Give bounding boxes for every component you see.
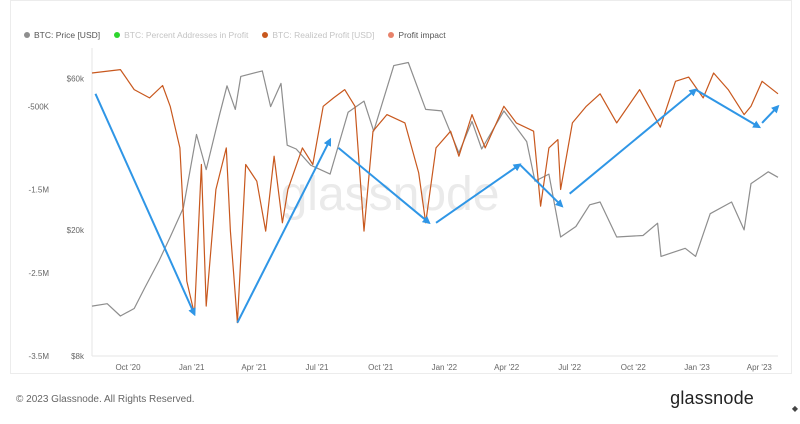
legend-swatch-btc-price — [24, 32, 30, 38]
x-tick-label: Jul '22 — [558, 363, 581, 372]
trend-arrow — [569, 88, 698, 195]
legend-item-profit-impact[interactable]: Profit impact — [388, 30, 446, 40]
legend-swatch-profit-impact — [388, 32, 395, 38]
chart-card — [10, 0, 792, 374]
legend-item-percent-addresses-profit[interactable]: BTC: Percent Addresses in Profit — [114, 30, 248, 40]
left-axis-ticks: -500K -1.5M -2.5M -3.5M — [28, 102, 50, 361]
legend-item-realized-profit[interactable]: BTC: Realized Profit [USD] — [262, 30, 374, 40]
trend-arrow — [337, 147, 431, 225]
annotation-arrows — [94, 88, 780, 324]
legend-label-profit-impact: Profit impact — [398, 30, 446, 40]
legend-label-btc-price: BTC: Price [USD] — [34, 30, 101, 40]
x-tick-label: Jan '21 — [179, 363, 205, 372]
x-tick-label: Apr '23 — [747, 363, 773, 372]
x-tick-label: Jan '22 — [432, 363, 458, 372]
series-line-profit-impact — [91, 68, 779, 324]
right-axis-ticks: $60k $20k $8k — [67, 75, 85, 361]
x-tick-label: Jul '21 — [306, 363, 329, 372]
legend-label-percent-addresses-profit: BTC: Percent Addresses in Profit — [124, 30, 249, 40]
right-tick-label: $20k — [67, 226, 85, 235]
legend-item-btc-price[interactable]: BTC: Price [USD] — [24, 30, 100, 40]
right-tick-label: $8k — [71, 352, 85, 361]
x-axis-ticks: Oct '20 Jan '21 Apr '21 Jul '21 Oct '21 Jan '… — [115, 363, 772, 372]
x-tick-label: Oct '20 — [115, 363, 141, 372]
x-tick-label: Apr '22 — [494, 363, 520, 372]
trend-arrow — [695, 88, 762, 129]
legend-swatch-realized-profit — [262, 32, 269, 38]
watermark-logo: glassnode — [281, 168, 500, 221]
series-layer — [91, 61, 779, 324]
corner-mark-icon: ◆ — [791, 404, 798, 413]
trend-arrow — [236, 137, 332, 324]
x-tick-label: Oct '21 — [368, 363, 394, 372]
trend-arrow — [519, 163, 564, 208]
copyright-text: © 2023 Glassnode. All Rights Reserved. — [16, 394, 195, 405]
left-tick-label: -500K — [28, 102, 50, 111]
legend-label-realized-profit: BTC: Realized Profit [USD] — [272, 30, 375, 40]
trend-arrow — [435, 163, 522, 224]
chart-legend[interactable]: BTC: Price [USD] BTC: Percent Addresses … — [24, 30, 446, 40]
legend-swatch-percent-addresses-profit — [114, 32, 121, 38]
trend-arrow — [94, 93, 196, 317]
right-tick-label: $60k — [67, 75, 85, 84]
x-tick-label: Oct '22 — [621, 363, 647, 372]
left-tick-label: -2.5M — [29, 269, 50, 278]
trend-arrow — [761, 104, 780, 124]
series-line-btc-price-usd — [91, 61, 779, 317]
x-tick-label: Jan '23 — [684, 363, 710, 372]
x-tick-label: Apr '21 — [241, 363, 267, 372]
left-tick-label: -3.5M — [29, 352, 50, 361]
left-tick-label: -1.5M — [29, 186, 50, 195]
brand-logo[interactable]: glassnode — [670, 388, 754, 408]
